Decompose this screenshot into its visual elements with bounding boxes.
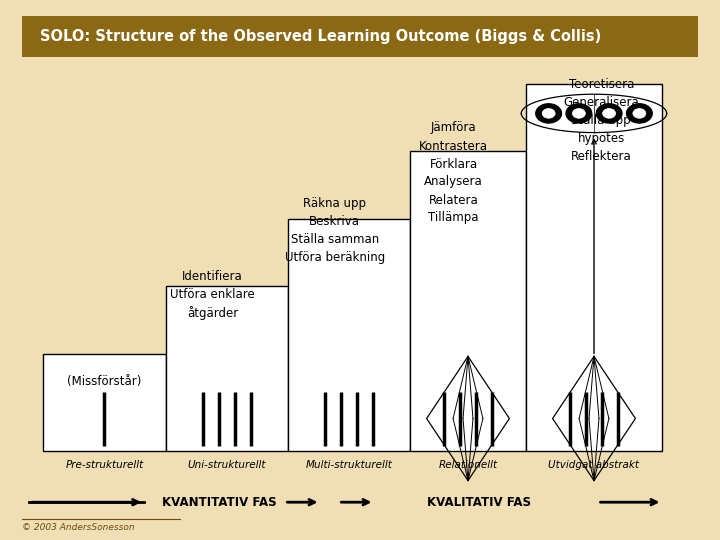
Text: SOLO: Structure of the Observed Learning Outcome (Biggs & Collis): SOLO: Structure of the Observed Learning…: [40, 29, 601, 44]
Bar: [526, 84, 662, 451]
Text: Relationellt: Relationellt: [438, 460, 498, 470]
Circle shape: [633, 109, 646, 118]
Circle shape: [626, 104, 652, 123]
Bar: [166, 286, 288, 451]
Circle shape: [536, 104, 562, 123]
Bar: [22, 16, 698, 57]
Text: KVALITATIV FAS: KVALITATIV FAS: [427, 496, 531, 509]
Circle shape: [596, 104, 622, 123]
Circle shape: [572, 109, 585, 118]
Text: Uni-strukturellt: Uni-strukturellt: [187, 460, 266, 470]
Bar: [410, 151, 526, 451]
Circle shape: [566, 104, 592, 123]
Text: KVANTITATIV FAS: KVANTITATIV FAS: [162, 496, 277, 509]
Circle shape: [542, 109, 555, 118]
Bar: [43, 354, 166, 451]
Text: (Missförstår): (Missförstår): [67, 375, 142, 388]
Text: Utvidgat abstrakt: Utvidgat abstrakt: [549, 460, 639, 470]
Text: Multi-strukturellt: Multi-strukturellt: [306, 460, 392, 470]
Text: Pre-strukturellt: Pre-strukturellt: [66, 460, 143, 470]
Text: Räkna upp
Beskriva
Ställa samman
Utföra beräkning: Räkna upp Beskriva Ställa samman Utföra …: [284, 197, 385, 264]
Text: © 2003 AndersSonesson: © 2003 AndersSonesson: [22, 523, 134, 532]
Bar: [288, 219, 410, 451]
Text: Jämföra
Kontrastera
Förklara
Analysera
Relatera
Tillämpa: Jämföra Kontrastera Förklara Analysera R…: [419, 122, 488, 225]
Circle shape: [603, 109, 616, 118]
Text: Teoretisera
Generalisera
Ställa upp
hypotes
Reflektera: Teoretisera Generalisera Ställa upp hypo…: [563, 78, 639, 163]
Text: Identifiera
Utföra enklare
åtgärder: Identifiera Utföra enklare åtgärder: [170, 270, 255, 320]
